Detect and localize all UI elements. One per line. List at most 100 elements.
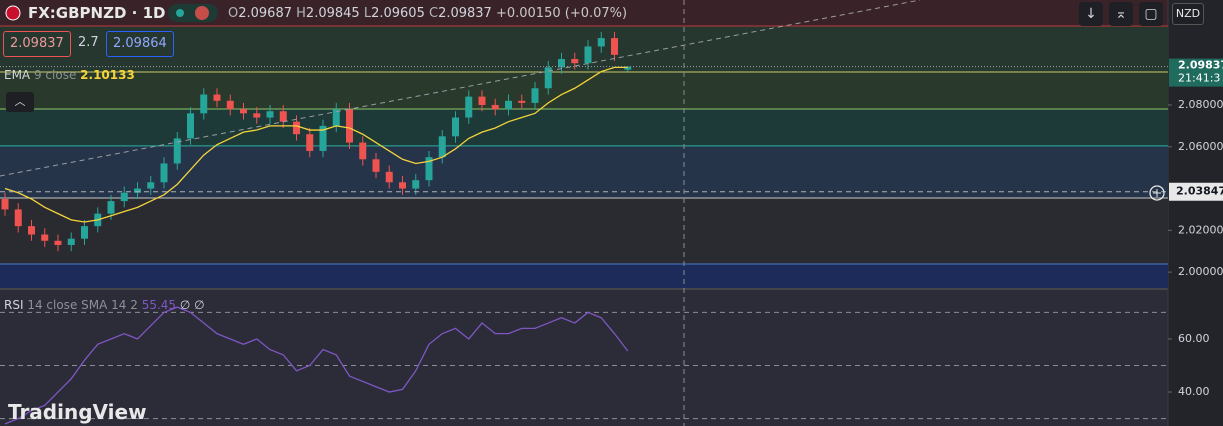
rsi-extra: ∅ — [179, 298, 191, 312]
candle-body — [1, 198, 9, 210]
countdown-label: 21:41:3 — [1178, 72, 1220, 85]
candle-body — [425, 157, 433, 181]
candle-body — [505, 100, 512, 110]
candle-body — [67, 238, 75, 245]
candle-body — [438, 136, 446, 158]
ohlc-value: 2.09845 — [305, 6, 360, 21]
zone — [0, 108, 1168, 146]
zone — [0, 263, 1168, 288]
candle-body — [213, 94, 221, 101]
candle-body — [200, 94, 208, 114]
candle-body — [544, 67, 552, 89]
candle-body — [253, 113, 261, 118]
candle-body — [611, 38, 618, 55]
ohlc-key: C — [428, 6, 439, 21]
ohlc-value: 2.09687 — [238, 6, 292, 21]
candle-body — [597, 38, 605, 47]
candle-body — [385, 171, 393, 183]
y-tick-label: 2.08000 — [1178, 98, 1223, 111]
rsi-name: RSI — [4, 298, 24, 312]
candle-body — [306, 134, 314, 151]
ohlc-key: L — [363, 6, 372, 21]
buy-button[interactable]: 2.09864 — [106, 31, 174, 57]
candle-body — [160, 163, 168, 183]
maximize-button[interactable]: ▢ — [1139, 2, 1163, 26]
candle-body — [372, 159, 380, 172]
data-delay-icon — [195, 6, 209, 20]
ohlc-value: 2.09837 — [438, 6, 492, 21]
rsi-extra: ∅ — [194, 298, 205, 312]
candle-body — [134, 188, 141, 193]
candle-body — [332, 109, 340, 126]
last-price-tag — [1169, 58, 1223, 87]
plus-circle[interactable] — [1149, 185, 1165, 201]
collapse-pane-button[interactable]: ⌅ — [1109, 2, 1133, 26]
zone — [0, 145, 1168, 198]
y-tick-label: 40.00 — [1178, 385, 1210, 398]
sell-button[interactable]: 2.09837 — [3, 31, 71, 57]
ohlc-key: H — [296, 6, 306, 21]
candle-body — [41, 234, 49, 241]
spread: 2.7 — [78, 35, 99, 50]
candle-body — [226, 100, 234, 110]
zone — [0, 197, 1168, 264]
candle-body — [293, 121, 300, 135]
rsi-line — [4, 306, 629, 425]
y-tick-label: 2.02000 — [1178, 223, 1223, 236]
change: +0.00150 (+0.07%) — [495, 6, 628, 21]
main-pane — [0, 25, 1168, 425]
candle-body — [319, 125, 327, 151]
candle-body — [279, 111, 287, 122]
candle-body — [571, 59, 579, 64]
candle-body — [558, 59, 565, 68]
status-pill[interactable] — [168, 4, 218, 22]
candle-body — [452, 117, 459, 137]
candle-body — [81, 226, 88, 239]
candle-body — [240, 109, 247, 114]
scroll-down-button[interactable]: ↓ — [1079, 2, 1103, 26]
rsi-params: 14 close SMA 14 2 — [27, 298, 138, 312]
ohlc-legend: O2.09687 H2.09845 L2.09605 C2.09837 +0.0… — [228, 6, 627, 21]
candle-body — [412, 180, 420, 189]
candle-body — [173, 138, 181, 164]
ema-line — [4, 66, 628, 223]
ema-name: EMA — [4, 68, 31, 82]
zone — [0, 26, 1168, 72]
candle-body — [465, 96, 473, 118]
zone — [0, 71, 1168, 109]
candle-body — [28, 226, 35, 235]
collapse-button[interactable]: ︿ — [6, 92, 34, 112]
candle-body — [346, 109, 353, 143]
y-tick-label: 60.00 — [1178, 332, 1210, 345]
rsi-legend[interactable]: RSI 14 close SMA 14 2 55.45 ∅ ∅ — [4, 298, 205, 312]
candle-body — [120, 192, 128, 202]
candle-body — [531, 88, 539, 103]
candle-body — [266, 111, 274, 118]
candle-body — [54, 240, 62, 245]
candle-body — [14, 209, 22, 227]
crosshair-tag — [1169, 182, 1223, 201]
ohlc-value: 2.09605 — [371, 6, 425, 21]
crosshair-add[interactable] — [1149, 185, 1165, 201]
candle-body — [624, 66, 632, 70]
symbol[interactable]: FX:GBPNZD · 1D — [28, 4, 166, 22]
trend-line[interactable] — [0, 0, 921, 177]
logo[interactable]: TradingView — [8, 400, 147, 424]
candle-body — [478, 96, 486, 105]
candle-body — [399, 182, 406, 189]
candle-body — [491, 104, 499, 110]
currency-button[interactable]: NZD — [1172, 3, 1204, 25]
market-open-dot — [176, 9, 184, 17]
ema-params: 9 close — [33, 68, 77, 82]
ema-legend[interactable]: EMA 9 close 2.10133 — [4, 68, 135, 82]
candle-body — [518, 100, 526, 103]
symbol-flag — [5, 5, 21, 21]
y-tick-label: 2.06000 — [1178, 140, 1223, 153]
candle-body — [107, 201, 115, 214]
candle-body — [187, 113, 194, 139]
last-price-label: 2.09837 — [1178, 59, 1223, 72]
candle-body — [584, 46, 592, 64]
crosshair-label: 2.03847 — [1176, 185, 1223, 198]
